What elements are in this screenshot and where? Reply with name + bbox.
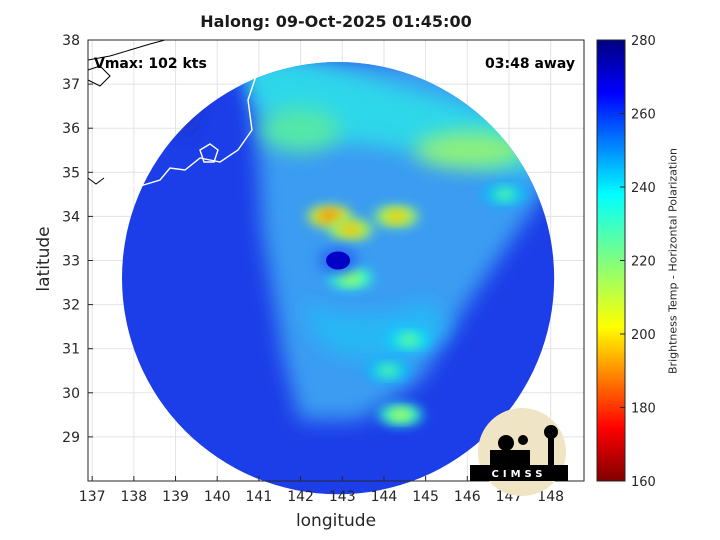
y-ticks: 29 30 31 32 33 34 35 36 37 38 [62, 33, 93, 446]
cold-core [376, 364, 401, 377]
x-tick-label: 140 [204, 489, 231, 505]
outflow-patch [260, 108, 340, 152]
x-tick-label: 144 [371, 489, 398, 505]
cimss-logo: CIMSS [470, 408, 568, 496]
colorbar-tick-label: 280 [631, 34, 656, 49]
y-tick-label: 32 [62, 298, 80, 314]
water-tower-leg [548, 438, 554, 465]
x-tick-label: 146 [454, 489, 481, 505]
logo-band [470, 465, 568, 481]
x-tick-label: 148 [537, 489, 564, 505]
x-tick-label: 137 [79, 489, 106, 505]
cold-core [388, 408, 413, 421]
storm-eye [326, 251, 351, 270]
x-axis-label: longitude [295, 511, 377, 531]
y-tick-label: 37 [62, 77, 80, 93]
cold-core [384, 210, 409, 223]
colorbar-tick-label: 180 [631, 402, 656, 417]
cold-cores [307, 113, 540, 425]
coastline-outside [87, 39, 166, 185]
brightness-swath [121, 62, 555, 495]
y-tick-label: 30 [62, 386, 80, 402]
x-tick-label: 141 [246, 489, 273, 505]
x-ticks: 137 138 139 140 141 142 143 144 145 146 147 148 [79, 476, 564, 505]
y-tick-label: 34 [62, 209, 80, 225]
x-tick-label: 139 [162, 489, 189, 505]
coastline-in-swath [87, 39, 259, 187]
cold-core [492, 188, 517, 201]
bay-coastline [199, 143, 219, 163]
colorbar-tick-label: 260 [631, 108, 656, 123]
chart-title: Halong: 09-Oct-2025 01:45:00 [200, 12, 472, 31]
x-tick-label: 145 [412, 489, 439, 505]
colorbar-tick-label: 240 [631, 181, 656, 196]
time-away-annotation: 03:48 away [485, 56, 575, 72]
water-tower-icon [544, 425, 558, 439]
colorbar-tick-label: 160 [631, 475, 656, 490]
cold-core [396, 333, 421, 346]
colorbar-ticks: 160 180 200 220 240 260 280 [620, 34, 656, 490]
y-tick-label: 29 [62, 430, 80, 446]
cold-core [338, 272, 363, 285]
outflow-patch-east [415, 132, 525, 168]
radar-dish-icon-small [518, 435, 528, 445]
y-tick-label: 35 [62, 165, 80, 181]
x-tick-label: 143 [329, 489, 356, 505]
y-tick-label: 36 [62, 121, 80, 137]
x-tick-label: 142 [287, 489, 314, 505]
cold-core [338, 223, 363, 236]
colorbar-tick-label: 200 [631, 328, 656, 343]
logo-building [490, 450, 530, 466]
y-tick-label: 31 [62, 342, 80, 358]
radar-dish-icon [498, 435, 514, 451]
x-tick-label: 138 [120, 489, 147, 505]
cold-core [317, 210, 342, 223]
colorbar-tick-label: 220 [631, 255, 656, 270]
logo-text: CIMSS [492, 469, 547, 480]
y-tick-label: 33 [62, 254, 80, 270]
y-tick-label: 38 [62, 33, 80, 49]
vmax-annotation: Vmax: 102 kts [94, 56, 207, 72]
